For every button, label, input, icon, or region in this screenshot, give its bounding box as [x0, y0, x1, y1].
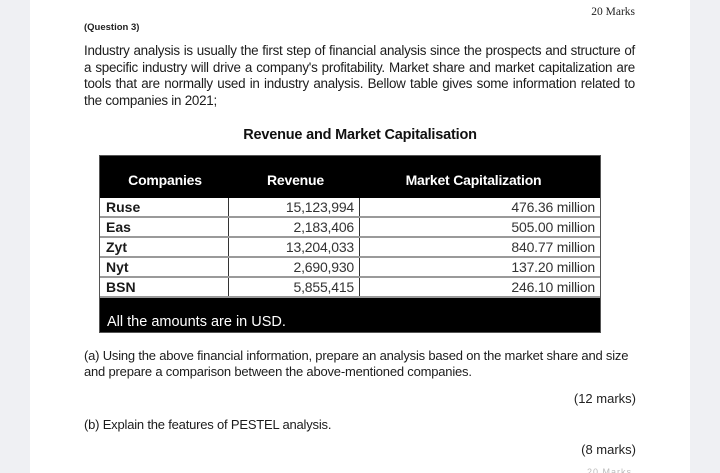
- revenue-cell: 2,183,406: [229, 218, 360, 236]
- table-title: Revenue and Market Capitalisation: [243, 127, 477, 143]
- market-cap-cell: 137.20 million: [511, 259, 595, 275]
- market-cap-cell: 476.36 million: [511, 199, 595, 215]
- table-row: Zyt 13,204,033 840.77 million: [100, 236, 600, 256]
- revenue-market-cap-table: Companies Revenue Market Capitalization …: [99, 155, 601, 333]
- company-cell: Nyt: [100, 258, 229, 276]
- column-header-companies: Companies: [128, 172, 202, 188]
- question-a-marks: (12 marks): [573, 391, 636, 406]
- table-body: Ruse 15,123,994 476.36 million Eas 2,183…: [100, 198, 600, 296]
- company-cell: Zyt: [100, 238, 229, 256]
- column-header-revenue: Revenue: [267, 172, 324, 188]
- revenue-cell: 2,690,930: [229, 258, 360, 276]
- table-header: Companies Revenue Market Capitalization: [100, 156, 600, 198]
- company-cell: Eas: [100, 218, 229, 236]
- cut-off-marks-text: 20 Marks: [586, 467, 632, 473]
- table-row: Ruse 15,123,994 476.36 million: [100, 198, 600, 216]
- revenue-cell: 13,204,033: [229, 238, 360, 256]
- table-row: Nyt 2,690,930 137.20 million: [100, 256, 600, 276]
- company-cell: BSN: [100, 278, 229, 296]
- revenue-cell: 15,123,994: [229, 198, 360, 216]
- total-marks: 20 Marks: [591, 6, 635, 18]
- market-cap-cell: 505.00 million: [511, 219, 595, 235]
- question-b-marks: (8 marks): [581, 442, 636, 457]
- table-row: Eas 2,183,406 505.00 million: [100, 216, 600, 236]
- table-footnote: All the amounts are in USD.: [100, 296, 600, 332]
- market-cap-cell: 246.10 million: [511, 279, 595, 295]
- question-b-text: (b) Explain the features of PESTEL analy…: [84, 417, 332, 432]
- company-cell: Ruse: [100, 198, 229, 216]
- column-header-market-cap: Market Capitalization: [405, 172, 542, 188]
- table-row: BSN 5,855,415 246.10 million: [100, 276, 600, 296]
- intro-paragraph: Industry analysis is usually the first s…: [84, 43, 635, 108]
- question-number: (Question 3): [84, 22, 140, 33]
- revenue-cell: 5,855,415: [229, 278, 360, 296]
- document-page: 20 Marks (Question 3) Industry analysis …: [30, 0, 690, 473]
- market-cap-cell: 840.77 million: [511, 239, 595, 255]
- question-a-text: (a) Using the above financial informatio…: [84, 348, 629, 379]
